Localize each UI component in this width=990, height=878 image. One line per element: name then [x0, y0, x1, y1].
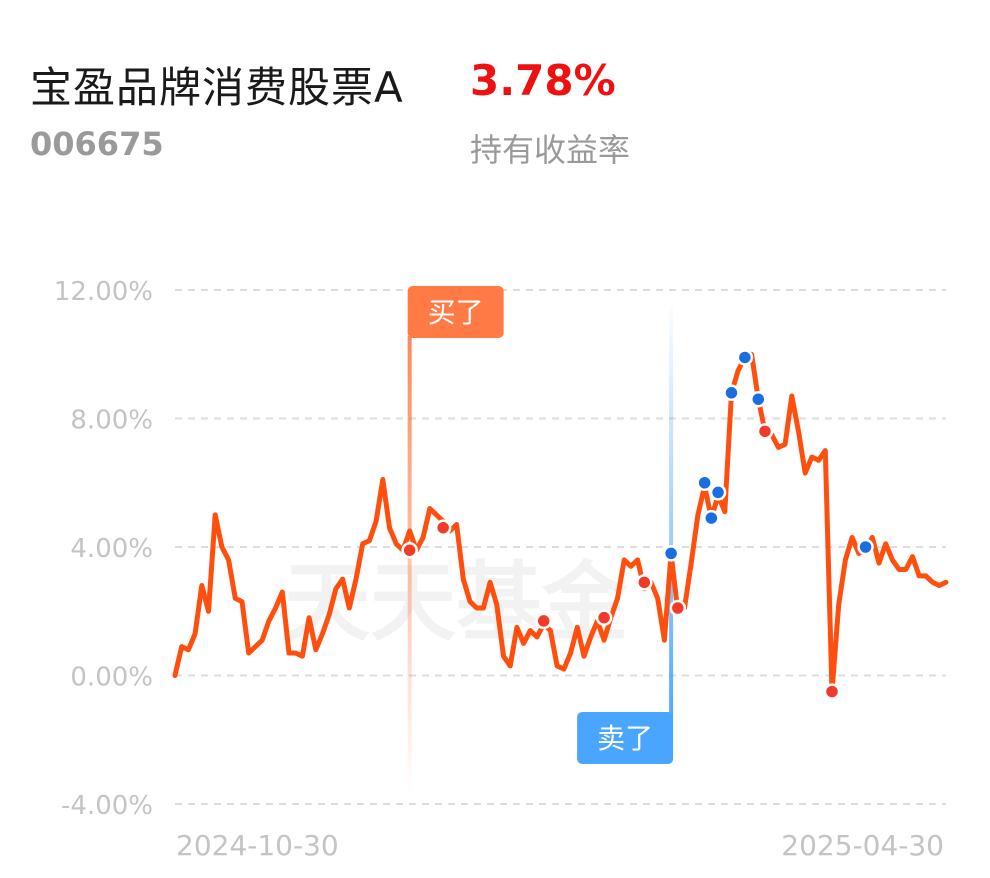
x-tick-end: 2025-04-30	[781, 829, 944, 862]
buy-marker-line	[407, 336, 412, 796]
buy-point[interactable]	[535, 612, 552, 630]
sell-point[interactable]	[696, 474, 713, 491]
holding-return-label: 持有收益率	[470, 131, 631, 169]
buy-point[interactable]	[669, 599, 687, 617]
y-tick-label: 4.00%	[70, 534, 153, 564]
sell-point[interactable]	[703, 509, 720, 527]
y-tick-label: 12.00%	[54, 277, 153, 307]
watermark: 天天基金	[284, 553, 629, 653]
fund-name: 宝盈品牌消费股票A	[30, 63, 404, 112]
sell-point[interactable]	[662, 545, 680, 562]
buy-point[interactable]	[823, 683, 841, 700]
grid-lines	[175, 289, 946, 805]
sell-tag	[577, 712, 674, 764]
y-axis-ticks: 12.00% 8.00% 4.00% 0.00% -4.00%	[54, 277, 153, 821]
sell-point[interactable]	[736, 349, 754, 366]
holding-return-value: 3.78%	[470, 56, 616, 105]
series-line	[172, 351, 949, 695]
sell-point[interactable]	[750, 390, 767, 408]
y-tick-label: 0.00%	[70, 663, 153, 693]
buy-tag-label: 买了	[428, 296, 484, 329]
sell-point[interactable]	[857, 538, 874, 556]
buy-point[interactable]	[595, 609, 613, 626]
buy-point[interactable]	[636, 574, 653, 591]
sell-marker-line	[669, 298, 674, 716]
fund-code: 006675	[30, 125, 164, 163]
buy-point[interactable]	[401, 541, 418, 559]
sell-tag-label: 卖了	[597, 722, 653, 755]
y-tick-label: 8.00%	[70, 406, 153, 436]
buy-tag	[407, 286, 504, 338]
y-tick-label: -4.00%	[61, 791, 153, 821]
sell-point[interactable]	[723, 384, 740, 402]
sell-point[interactable]	[709, 484, 727, 501]
buy-point[interactable]	[756, 423, 774, 440]
x-tick-start: 2024-10-30	[176, 829, 339, 862]
trade-points	[401, 349, 874, 700]
buy-point[interactable]	[434, 519, 452, 536]
